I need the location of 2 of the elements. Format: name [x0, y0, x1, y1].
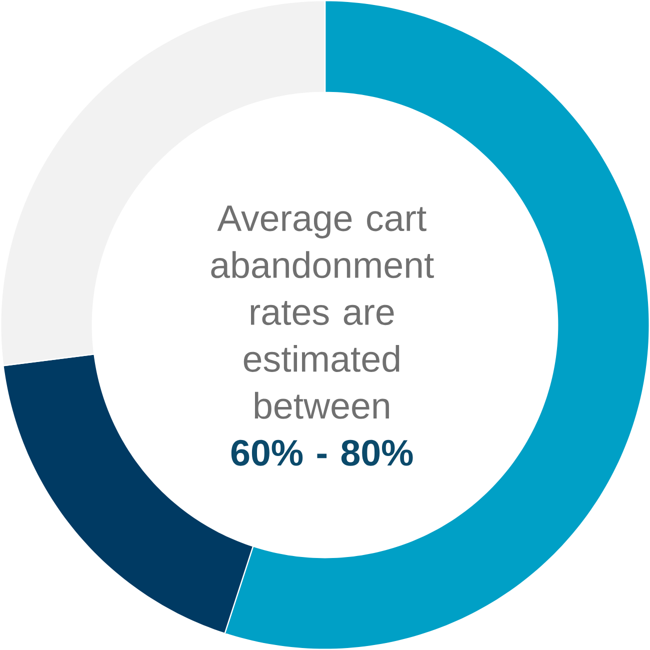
text: 60% - 80%: [231, 440, 413, 466]
text: Average cart abandonment rates are estimated between: [211, 206, 434, 419]
